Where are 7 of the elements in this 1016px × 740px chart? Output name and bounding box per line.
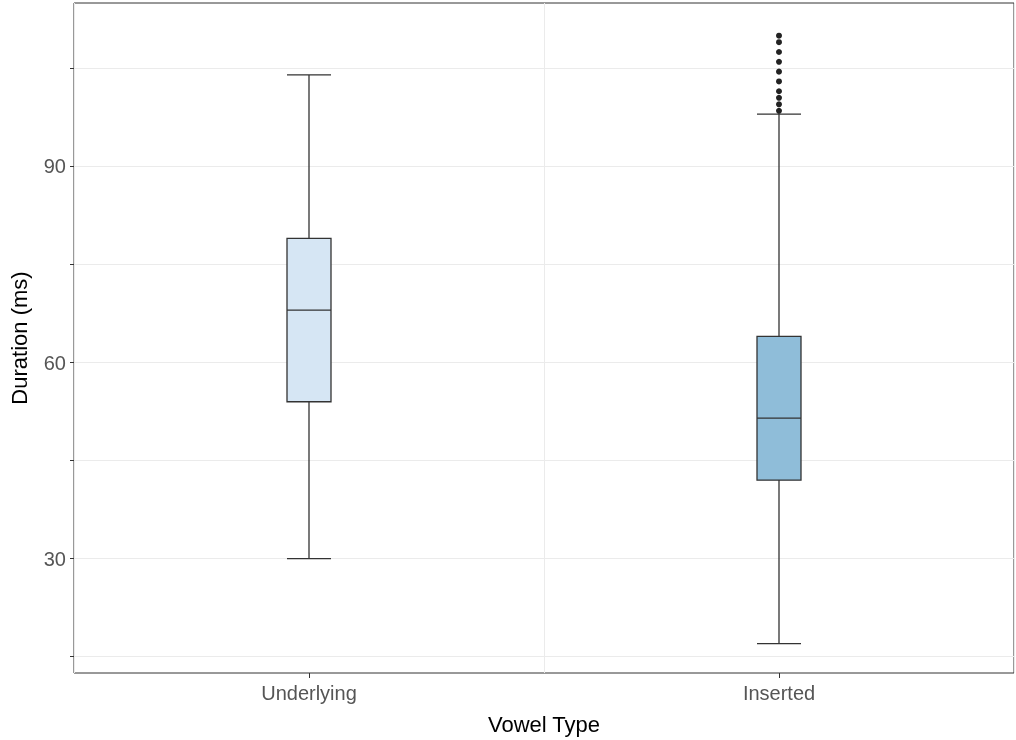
y-tick-label: 30 [43,547,66,570]
y-axis-title: Duration (ms) [6,271,32,405]
x-axis-title: Vowel Type [487,711,601,737]
x-tick-label: Underlying [261,682,357,704]
y-tick-label: 60 [43,351,66,374]
x-tick-label: Inserted [742,682,816,704]
y-tick-label: 90 [43,155,66,178]
